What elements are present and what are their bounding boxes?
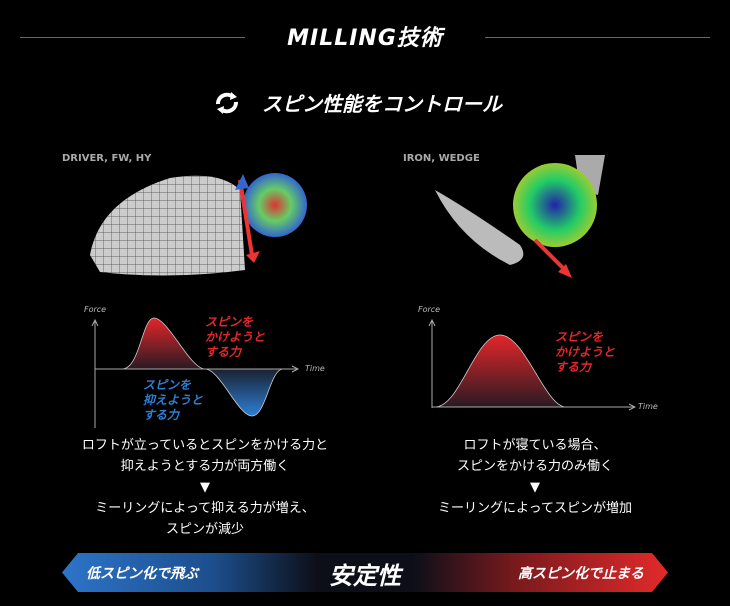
x-axis-label: Time — [305, 364, 325, 373]
negative-force-area — [204, 368, 284, 417]
iron-label: IRON, WEDGE — [403, 153, 480, 164]
driver-label: DRIVER, FW, HY — [62, 153, 152, 164]
spin-suppress-label: スピンを 抑えようと する力 — [143, 378, 204, 422]
spin-apply-label: スピンを かけようと する力 — [555, 330, 616, 374]
iron-head-image — [435, 155, 605, 278]
left-description: ロフトが立っているとスピンをかける力と 抑えようとする力が両方働く ▼ ミーリン… — [40, 435, 370, 540]
positive-force-area — [434, 334, 567, 408]
title-line-left — [20, 37, 245, 38]
high-spin-label: 高スピン化で止まる — [518, 566, 644, 582]
result-line: ミーリングによってスピンが増加 — [438, 501, 632, 516]
y-axis-label: Force — [84, 305, 107, 314]
positive-force-area — [121, 317, 206, 370]
page-title: MILLING技術 — [287, 26, 443, 51]
desc-line: ロフトが立っているとスピンをかける力と — [81, 438, 329, 453]
desc-line: スピンをかける力のみ働く — [456, 459, 613, 474]
low-spin-label: 低スピン化で飛ぶ — [86, 566, 198, 582]
stability-label: 安定性 — [329, 562, 401, 590]
down-arrow-icon: ▼ — [200, 480, 210, 495]
x-axis-label: Time — [638, 402, 658, 411]
y-axis-label: Force — [418, 305, 441, 314]
result-line: ミーリングによって抑える力が増え、 — [95, 501, 315, 516]
stability-gradient-bar — [62, 553, 668, 592]
left-force-chart — [91, 317, 300, 428]
result-line: スピンが減少 — [165, 522, 244, 537]
right-description: ロフトが寝ている場合、 スピンをかける力のみ働く ▼ ミーリングによってスピンが… — [370, 435, 700, 519]
driver-head-image — [90, 173, 307, 276]
spin-apply-label: スピンを かけようと する力 — [205, 315, 266, 359]
title-line-right — [485, 37, 710, 38]
desc-line: ロフトが寝ている場合、 — [463, 438, 607, 453]
desc-line: 抑えようとする力が両方働く — [120, 459, 290, 474]
down-arrow-icon: ▼ — [530, 480, 540, 495]
rotate-arrows-icon — [212, 88, 242, 122]
subtitle: スピン性能をコントロール — [262, 92, 502, 116]
right-force-chart — [428, 318, 637, 411]
